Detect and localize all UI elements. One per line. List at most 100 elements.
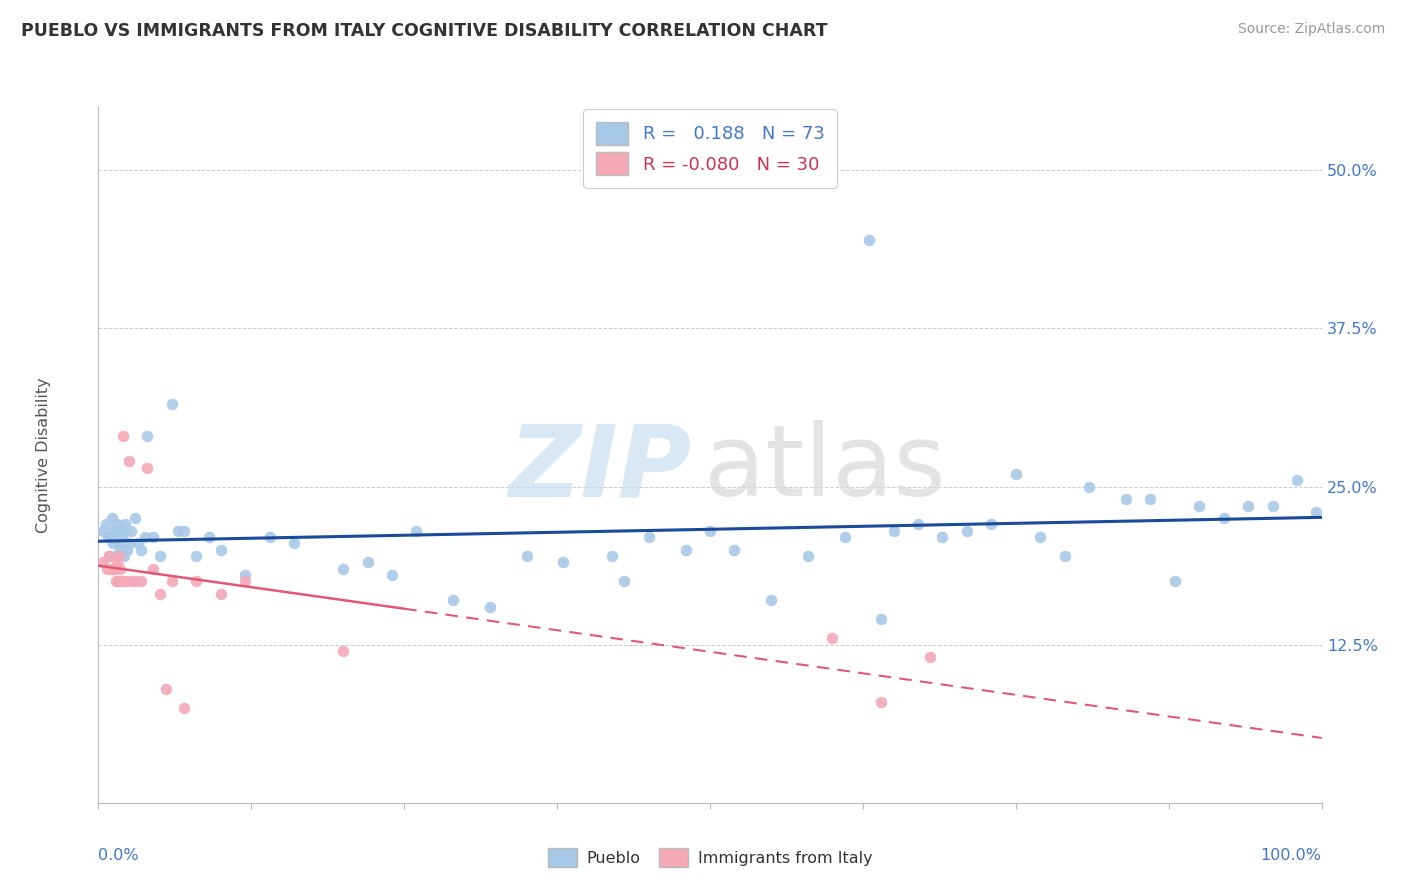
Point [870,612,893,626]
Point [118,454,141,468]
Point [478,599,501,614]
Point [723,542,745,557]
Point [259,530,281,544]
Point [105,517,128,532]
Point [94,517,117,532]
Point [515,549,537,563]
Point [101,511,124,525]
Point [127,536,149,550]
Point [1286,473,1309,487]
Point [600,549,623,563]
Point [186,549,208,563]
Point [1139,492,1161,507]
Point [613,574,636,589]
Point [931,530,953,544]
Point [134,530,156,544]
Point [101,536,124,550]
Point [91,524,114,538]
Text: PUEBLO VS IMMIGRANTS FROM ITALY COGNITIVE DISABILITY CORRELATION CHART: PUEBLO VS IMMIGRANTS FROM ITALY COGNITIV… [21,22,828,40]
Point [107,574,129,589]
Point [1078,479,1101,493]
Point [149,549,172,563]
Point [100,530,122,544]
Point [111,524,134,538]
Text: Source: ZipAtlas.com: Source: ZipAtlas.com [1237,22,1385,37]
Point [638,530,661,544]
Point [1029,530,1052,544]
Point [97,530,120,544]
Point [129,574,152,589]
Point [197,530,219,544]
Point [103,562,125,576]
Point [160,574,183,589]
Point [103,524,125,538]
Point [283,536,305,550]
Point [1305,505,1327,519]
Point [98,549,121,563]
Point [1004,467,1026,481]
Point [114,517,136,532]
Point [104,549,127,563]
Point [173,701,195,715]
Point [233,568,256,582]
Point [1053,549,1076,563]
Point [167,524,190,538]
Point [136,429,159,443]
Point [173,524,195,538]
Point [381,568,404,582]
Point [120,524,142,538]
Point [1212,511,1234,525]
Point [124,511,146,525]
Point [155,681,177,696]
Point [920,650,942,665]
Point [761,593,783,607]
Point [980,517,1002,532]
Text: Cognitive Disability: Cognitive Disability [37,377,51,533]
Text: 0.0%: 0.0% [98,848,139,863]
Point [115,542,138,557]
Point [108,549,131,563]
Point [870,695,893,709]
Point [110,542,132,557]
Point [553,556,575,570]
Point [111,530,134,544]
Point [136,460,159,475]
Point [149,587,172,601]
Text: ZIP: ZIP [509,420,692,517]
Point [356,556,378,570]
Point [1115,492,1137,507]
Point [98,549,121,563]
Point [332,644,354,658]
Point [160,397,183,411]
Point [107,524,129,538]
Point [209,542,232,557]
Point [956,524,979,538]
Point [105,556,128,570]
Point [142,530,165,544]
Legend: Pueblo, Immigrants from Italy: Pueblo, Immigrants from Italy [540,840,880,875]
Point [101,562,124,576]
Point [907,517,929,532]
Point [1164,574,1187,589]
Point [332,562,354,576]
Point [834,530,856,544]
Point [118,536,141,550]
Point [405,524,427,538]
Point [108,536,131,550]
Point [883,524,905,538]
Point [233,574,256,589]
Point [114,574,136,589]
Point [209,587,232,601]
Point [858,233,880,247]
Point [1188,499,1211,513]
Point [96,562,118,576]
Point [91,556,114,570]
Point [112,549,135,563]
Text: 100.0%: 100.0% [1261,848,1322,863]
Point [110,562,132,576]
Point [699,524,721,538]
Point [821,632,844,646]
Point [120,574,142,589]
Point [111,429,134,443]
Point [797,549,820,563]
